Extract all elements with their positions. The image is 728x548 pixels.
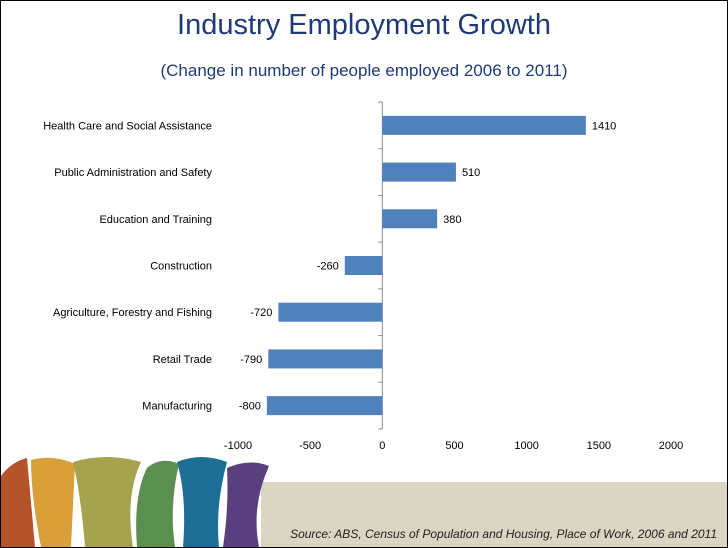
category-label-6: Manufacturing (142, 401, 212, 413)
category-label-2: Education and Training (99, 214, 212, 226)
x-tick-label-4: 1000 (514, 440, 538, 452)
bar-3 (344, 256, 383, 275)
decorative-stripe-1 (31, 457, 75, 547)
footer-band (261, 482, 727, 547)
data-label-2: 380 (443, 214, 461, 226)
x-tick-label-1: -500 (299, 440, 321, 452)
category-label-5: Retail Trade (153, 354, 212, 366)
x-tick-label-6: 2000 (659, 440, 683, 452)
x-tick-label-5: 1500 (587, 440, 611, 452)
bar-2 (382, 209, 438, 229)
chart-subtitle: (Change in number of people employed 200… (160, 61, 568, 80)
x-tick-label-2: 0 (379, 440, 385, 452)
decorative-stripe-4 (177, 457, 227, 547)
x-tick-label-3: 500 (445, 440, 463, 452)
chart-title: Industry Employment Growth (177, 9, 551, 41)
decorative-stripe-0 (1, 458, 35, 547)
source-note: Source: ABS, Census of Population and Ho… (290, 527, 717, 541)
data-label-1: 510 (462, 167, 480, 179)
data-label-3: -260 (317, 261, 339, 273)
data-label-0: 1410 (592, 120, 616, 132)
decorative-stripe-2 (73, 457, 141, 547)
category-label-3: Construction (150, 261, 212, 273)
bar-0 (382, 115, 586, 135)
bar-1 (382, 162, 456, 182)
category-label-1: Public Administration and Safety (54, 167, 212, 179)
data-label-5: -790 (240, 354, 262, 366)
data-label-6: -800 (239, 401, 261, 413)
category-label-4: Agriculture, Forestry and Fishing (53, 307, 212, 319)
decorative-stripes (1, 457, 269, 547)
x-tick-label-0: -1000 (224, 440, 252, 452)
bar-4 (278, 302, 383, 322)
decorative-stripe-5 (223, 462, 269, 547)
bar-chart: Health Care and Social Assistance 1410 Pub… (43, 101, 683, 452)
category-label-0: Health Care and Social Assistance (43, 120, 212, 132)
bar-6 (266, 396, 383, 416)
bar-5 (268, 349, 383, 369)
decorative-stripe-3 (136, 460, 179, 547)
data-label-4: -720 (250, 307, 272, 319)
